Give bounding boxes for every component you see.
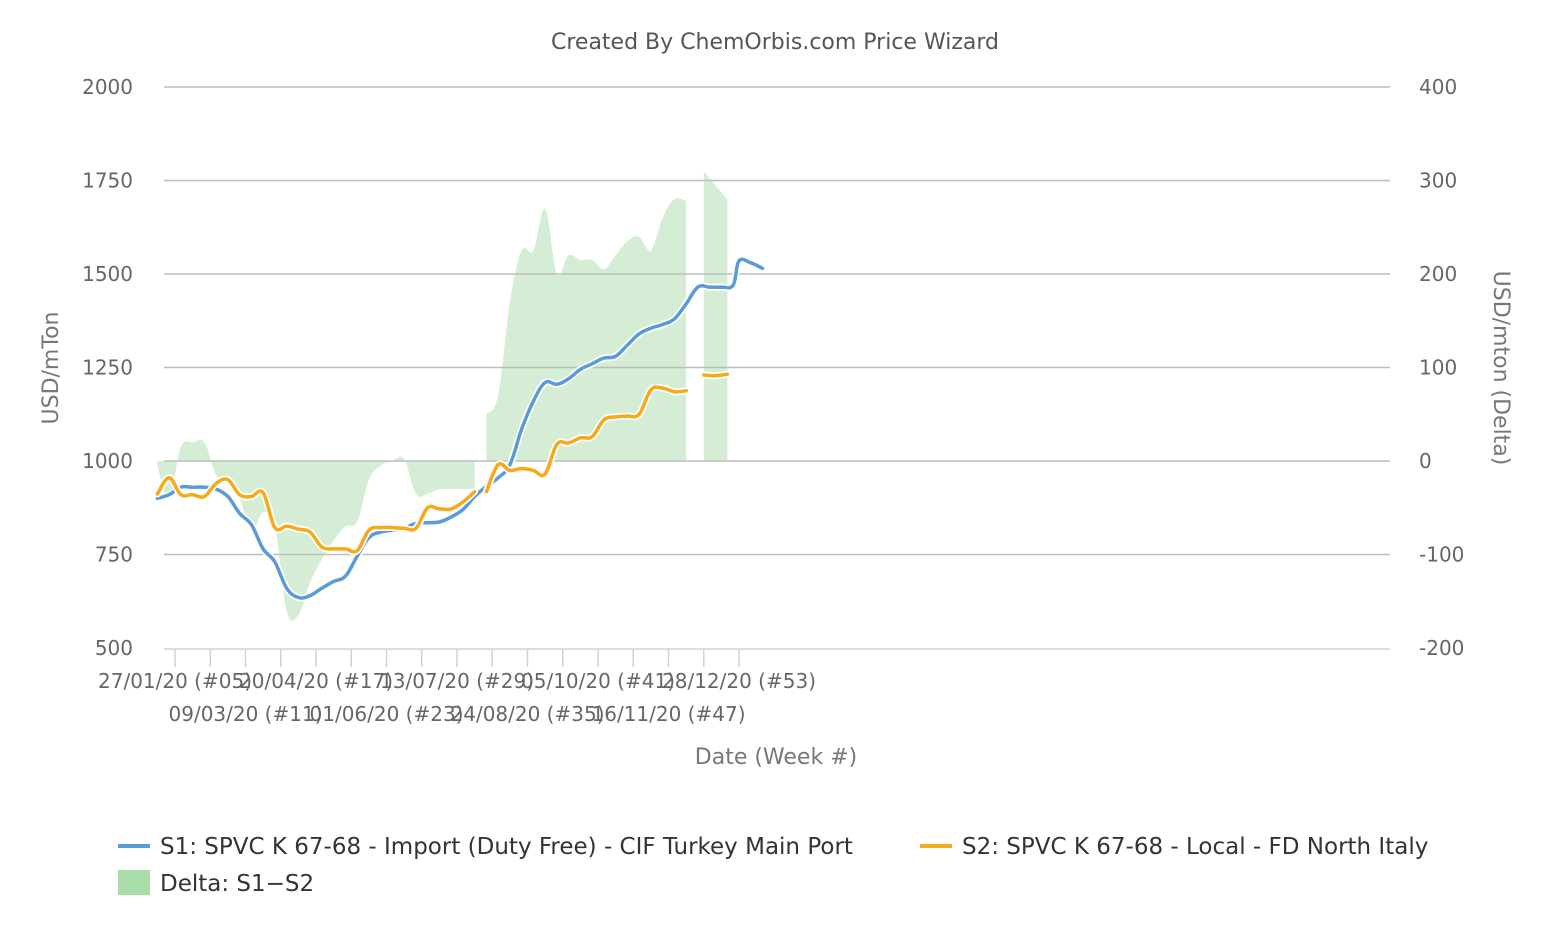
x-tick-label: 13/07/20 (#29) [380,669,534,693]
delta-area [157,439,475,621]
x-tick-label: 16/11/20 (#47) [592,702,746,726]
delta-area [703,171,728,461]
y-axis-title: USD/mTon [39,312,64,425]
y-tick-label: 750 [95,543,133,567]
axes: 500 750 1000 1250 1500 1750 2000 -200 -100 0 100 20… [82,75,1464,726]
x-tick-label: 05/10/20 (#41) [521,669,675,693]
y-tick-label: 1250 [82,356,133,380]
legend-label: S2: SPVC K 67-68 - Local - FD North Ital… [962,834,1428,860]
series-line [702,372,730,378]
y2-tick-label: 100 [1419,356,1457,380]
y2-tick-label: 0 [1419,449,1432,473]
x-tick-label: 20/04/20 (#17) [239,669,393,693]
y-tick-label: 2000 [82,75,133,99]
series-lines [153,255,766,602]
legend-label: S1: SPVC K 67-68 - Import (Duty Free) - … [160,834,853,860]
y2-axis-title: USD/mton (Delta) [1488,271,1513,466]
x-tick-label: 28/12/20 (#53) [662,669,816,693]
x-tick-label: 01/06/20 (#23) [310,702,464,726]
legend-label: Delta: S1−S2 [160,871,314,897]
gridlines [164,86,1390,556]
y2-tick-label: -100 [1419,543,1464,567]
y-tick-label: 1500 [82,262,133,286]
x-tick-label: 09/03/20 (#11) [169,702,323,726]
legend: S1: SPVC K 67-68 - Import (Duty Free) - … [118,834,1428,897]
y2-tick-label: -200 [1419,636,1464,660]
series-line [155,476,477,554]
legend-swatch [118,870,150,895]
delta-area-layer [157,171,728,621]
x-axis-title: Date (Week #) [695,745,857,770]
y2-tick-label: 200 [1419,262,1457,286]
y-tick-label: 500 [95,636,133,660]
y-tick-label: 1750 [82,169,133,193]
series-line [155,257,765,600]
y2-tick-label: 400 [1419,75,1457,99]
y-tick-label: 1000 [82,449,133,473]
chart-title: Created By ChemOrbis.com Price Wizard [551,30,999,55]
x-tick-label: 24/08/20 (#35) [451,702,605,726]
y2-tick-label: 300 [1419,169,1457,193]
x-tick-label: 27/01/20 (#05) [98,669,252,693]
series-line [484,385,688,494]
